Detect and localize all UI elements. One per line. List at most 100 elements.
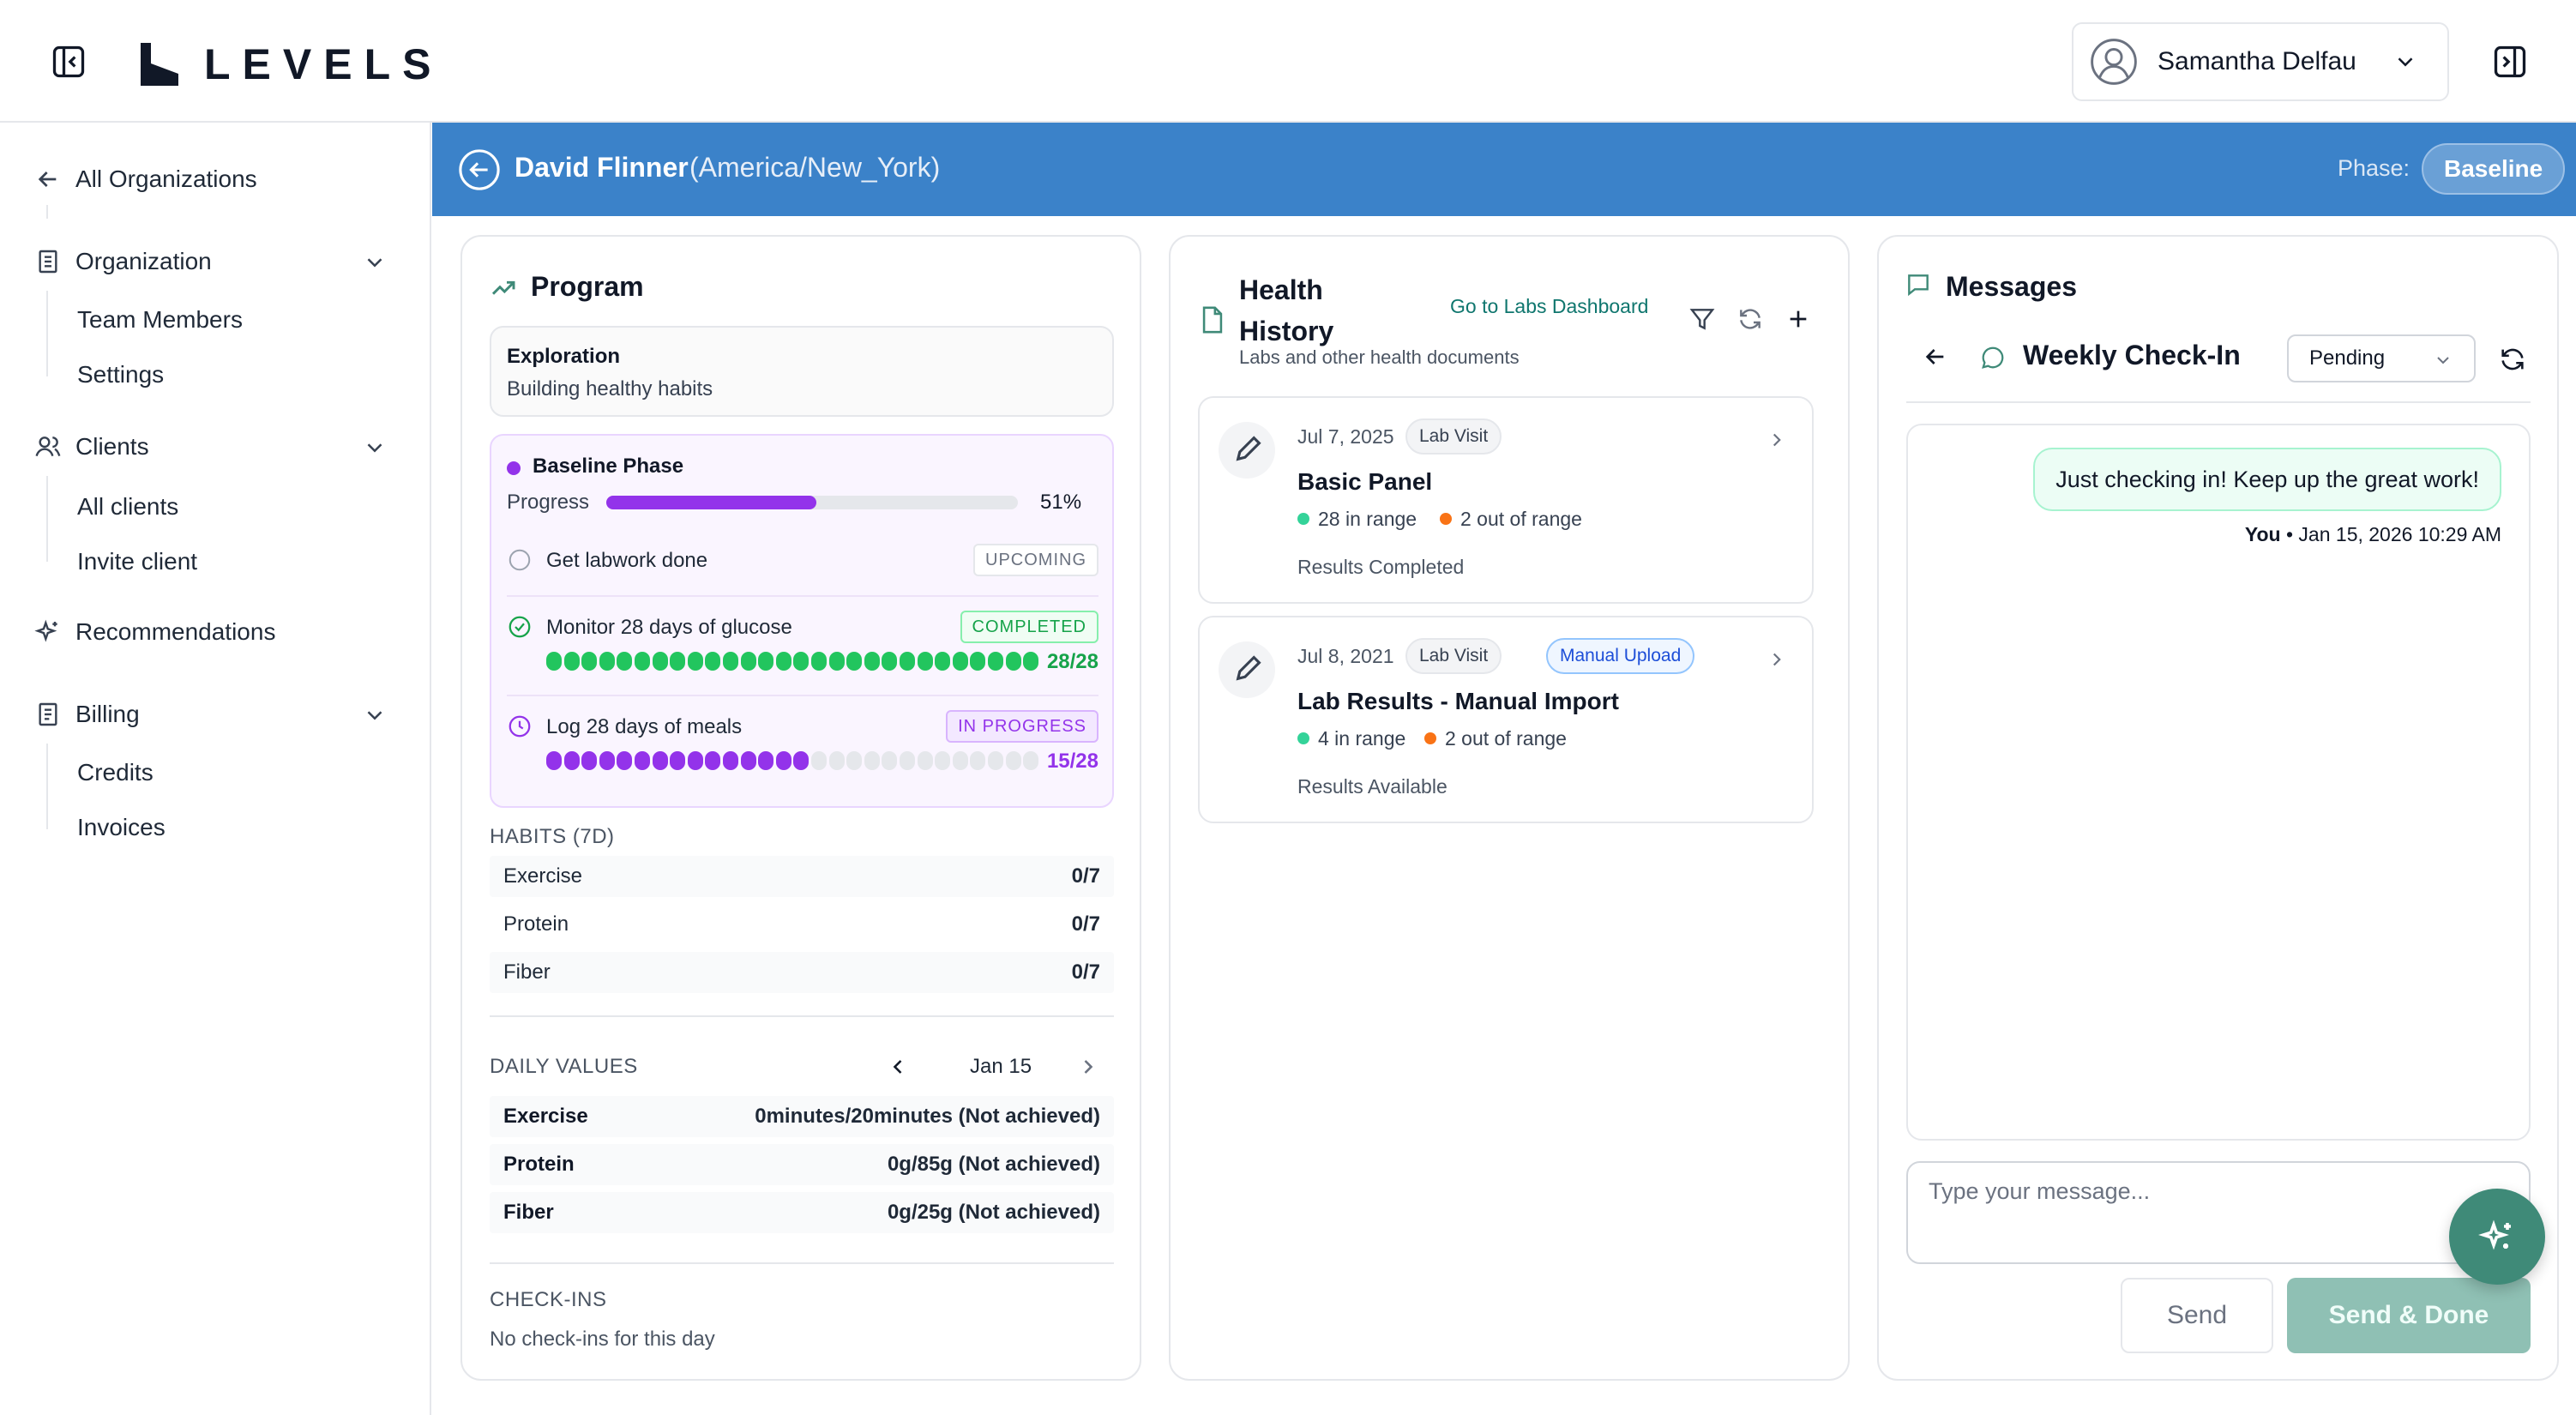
task-item[interactable]: Log 28 days of meals IN PROGRESS 15/28 xyxy=(507,710,1098,774)
thread-status-value: Pending xyxy=(2309,346,2386,370)
out-range-dot xyxy=(1440,513,1452,525)
sidebar-item-credits[interactable]: Credits xyxy=(77,759,153,786)
logo[interactable]: LEVELS xyxy=(141,39,442,89)
sidebar-item-invoices[interactable]: Invoices xyxy=(77,814,166,840)
sidebar-item-all-clients[interactable]: All clients xyxy=(77,493,179,520)
checkins-label: CHECK-INS xyxy=(490,1288,607,1311)
sidebar-item-team-members[interactable]: Team Members xyxy=(77,306,243,333)
day-dot xyxy=(599,751,615,770)
day-dot xyxy=(635,751,650,770)
send-button[interactable]: Send xyxy=(2121,1278,2273,1353)
exploration-card: Exploration Building healthy habits xyxy=(490,326,1114,417)
out-range-text: 2 out of range xyxy=(1460,508,1582,530)
receipt-icon xyxy=(39,702,57,726)
section-divider xyxy=(490,1015,1114,1017)
day-dot xyxy=(917,652,933,671)
document-icon xyxy=(1202,306,1223,334)
message-icon xyxy=(1908,274,1929,297)
day-dot xyxy=(546,652,562,671)
day-dot xyxy=(775,652,791,671)
day-dot xyxy=(811,751,827,770)
message-input[interactable] xyxy=(1906,1161,2531,1264)
habit-value: 0/7 xyxy=(1071,960,1100,984)
daily-value-value: 0g/25g (Not achieved) xyxy=(887,1201,1100,1224)
progress-bar xyxy=(606,496,1018,509)
refresh-icon[interactable] xyxy=(2498,345,2527,374)
thread-title: Weekly Check-In xyxy=(2023,340,2241,370)
pencil-icon xyxy=(1219,641,1275,698)
user-name: Samantha Delfau xyxy=(2158,47,2356,75)
day-dot xyxy=(687,652,703,671)
phase-card: Baseline Phase Progress 51% Get labwork … xyxy=(490,434,1114,808)
daily-value-value: 0minutes/20minutes (Not achieved) xyxy=(755,1105,1100,1128)
message-bubble: Just checking in! Keep up the great work… xyxy=(2033,448,2501,511)
day-dot xyxy=(617,652,633,671)
lab-card[interactable]: Jul 7, 2025 Lab Visit Basic Panel 28 in … xyxy=(1198,396,1814,604)
sidebar-item-label: All Organizations xyxy=(75,166,257,192)
day-dot xyxy=(828,751,845,770)
day-dot xyxy=(563,652,580,671)
task-item[interactable]: Get labwork done UPCOMING xyxy=(507,544,1098,581)
section-divider xyxy=(490,1262,1114,1264)
sidebar-collapse-icon[interactable] xyxy=(50,43,87,81)
health-history-subtitle: Labs and other health documents xyxy=(1239,346,1520,368)
in-range-stat: 4 in range xyxy=(1297,727,1405,750)
sidebar-item-invite-client[interactable]: Invite client xyxy=(77,548,198,575)
day-dot xyxy=(882,652,898,671)
ai-assistant-button[interactable] xyxy=(2449,1189,2545,1285)
lab-name: Lab Results - Manual Import xyxy=(1297,688,1619,714)
out-range-stat: 2 out of range xyxy=(1424,727,1567,750)
task-item[interactable]: Monitor 28 days of glucose COMPLETED 28/… xyxy=(507,611,1098,674)
day-dot xyxy=(900,652,915,671)
chat-history[interactable]: Just checking in! Keep up the great work… xyxy=(1906,424,2531,1141)
program-panel: Program Exploration Building healthy hab… xyxy=(460,235,1141,1381)
checkins-empty: No check-ins for this day xyxy=(490,1328,715,1351)
day-dot xyxy=(828,652,845,671)
daily-value-name: Fiber xyxy=(503,1201,554,1224)
phase-label: Phase: xyxy=(2338,155,2410,181)
chat-bubble-icon xyxy=(1982,346,2004,369)
day-dot xyxy=(652,751,668,770)
chevron-right-icon[interactable] xyxy=(1076,1055,1100,1079)
levels-logo-icon xyxy=(141,43,178,86)
sidebar-item-settings[interactable]: Settings xyxy=(77,361,165,388)
lab-card[interactable]: Jul 8, 2021 Lab Visit Manual Upload Lab … xyxy=(1198,616,1814,823)
send-and-done-button[interactable]: Send & Done xyxy=(2287,1278,2531,1353)
refresh-icon[interactable] xyxy=(1736,305,1764,333)
manual-upload-chip: Manual Upload xyxy=(1546,638,1695,674)
trend-up-icon xyxy=(491,280,515,295)
day-count: 28/28 xyxy=(1046,650,1098,673)
day-dot xyxy=(935,751,951,770)
exploration-subtitle: Building healthy habits xyxy=(507,377,713,400)
day-dot xyxy=(935,652,951,671)
user-avatar-icon xyxy=(2091,39,2137,85)
day-dot xyxy=(617,751,633,770)
day-dot xyxy=(988,751,1003,770)
plus-icon[interactable] xyxy=(1785,305,1812,333)
habit-value: 0/7 xyxy=(1071,864,1100,888)
sidebar-item-label: Organization xyxy=(75,248,212,274)
day-dot xyxy=(970,652,986,671)
progress-label: Progress xyxy=(507,491,590,514)
day-dot xyxy=(952,751,968,770)
in-range-dot xyxy=(1297,732,1309,744)
health-history-title: Health History xyxy=(1239,274,1334,346)
thread-status-select[interactable]: Pending xyxy=(2287,334,2476,382)
status-badge: COMPLETED xyxy=(960,611,1098,643)
filter-icon[interactable] xyxy=(1688,305,1716,333)
day-dot xyxy=(917,751,933,770)
message-sender: You xyxy=(2244,523,2281,545)
habit-name: Exercise xyxy=(503,864,583,888)
day-dot xyxy=(687,751,703,770)
habit-value: 0/7 xyxy=(1071,912,1100,936)
back-arrow-icon[interactable] xyxy=(458,148,501,191)
day-dot xyxy=(988,652,1003,671)
arrow-left-icon[interactable] xyxy=(1922,343,1949,370)
user-menu[interactable]: Samantha Delfau xyxy=(2072,22,2449,101)
arrow-left-icon xyxy=(38,172,57,187)
status-badge: IN PROGRESS xyxy=(946,710,1098,743)
daily-value-value: 0g/85g (Not achieved) xyxy=(887,1153,1100,1176)
chevron-left-icon[interactable] xyxy=(886,1055,910,1079)
labs-dashboard-link[interactable]: Go to Labs Dashboard xyxy=(1450,295,1649,317)
sidebar-expand-icon[interactable] xyxy=(2491,43,2529,81)
